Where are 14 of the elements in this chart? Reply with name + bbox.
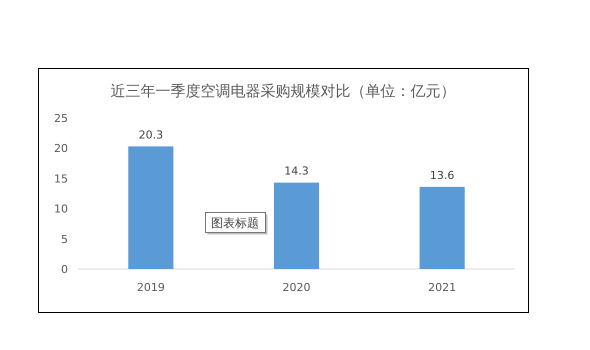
y-tick-label: 5 xyxy=(61,232,68,246)
data-label: 14.3 xyxy=(284,164,309,178)
y-tick-label: 0 xyxy=(61,263,68,276)
x-tick-label: 2020 xyxy=(282,281,310,294)
y-tick-label: 15 xyxy=(54,172,68,186)
annotation: 图表标题 xyxy=(211,216,259,230)
x-tick-label: 2019 xyxy=(136,281,165,294)
y-tick-label: 10 xyxy=(54,202,68,216)
data-label: 20.3 xyxy=(138,128,164,142)
x-tick-label: 2021 xyxy=(428,281,456,294)
y-tick-label: 25 xyxy=(54,112,68,125)
data-label: 13.6 xyxy=(430,168,454,182)
title: 近三年一季度空调电器采购规模对比（单位：亿元） xyxy=(110,82,456,100)
y-tick-label: 20 xyxy=(54,142,68,156)
